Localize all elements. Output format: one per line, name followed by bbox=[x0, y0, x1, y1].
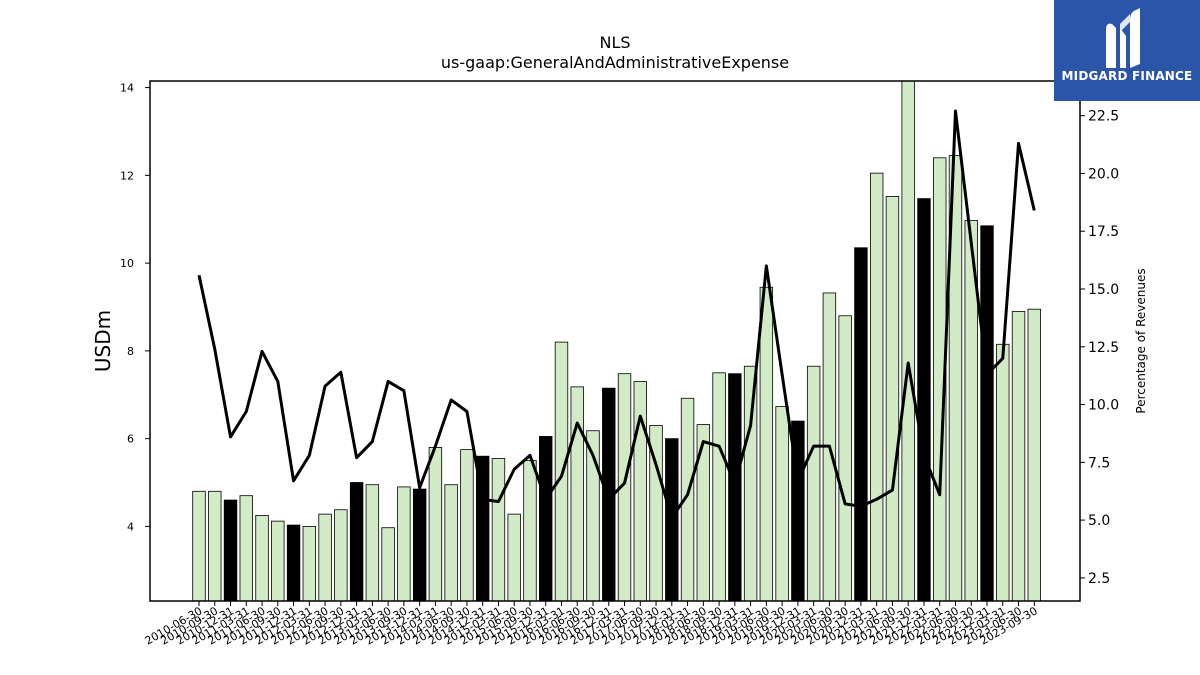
chart-subtitle: us-gaap:GeneralAndAdministrativeExpense bbox=[441, 53, 789, 72]
bar bbox=[444, 484, 458, 602]
logo-text: MIDGARD FINANCE bbox=[1061, 69, 1193, 83]
bar bbox=[759, 286, 774, 602]
y2-tick-label: 7.5 bbox=[1088, 455, 1110, 471]
midgard-m-logo-icon bbox=[1106, 8, 1140, 68]
bar-series bbox=[192, 80, 1041, 602]
bar bbox=[223, 499, 238, 602]
bar bbox=[838, 315, 852, 602]
bar bbox=[712, 372, 726, 602]
percentage-line bbox=[197, 109, 1036, 520]
bar bbox=[302, 526, 317, 602]
bar bbox=[996, 343, 1010, 602]
bar bbox=[980, 225, 994, 602]
y-tick-label: 12 bbox=[120, 169, 134, 182]
bar bbox=[1027, 308, 1041, 602]
y2-tick-label: 15.0 bbox=[1088, 282, 1119, 298]
y-axis-right: 2.5 5.0 7.5 10.0 12.5 15.0 17.5 20.0 22.5 bbox=[1080, 109, 1119, 587]
bar bbox=[507, 513, 521, 602]
bar bbox=[854, 247, 868, 602]
y2-tick-label: 17.5 bbox=[1088, 224, 1119, 240]
y-tick-label: 6 bbox=[127, 433, 134, 446]
bar bbox=[365, 484, 380, 602]
bar bbox=[349, 482, 364, 602]
bar bbox=[743, 365, 758, 602]
bar bbox=[271, 520, 285, 602]
bar bbox=[381, 527, 395, 602]
y2-tick-label: 2.5 bbox=[1088, 571, 1110, 587]
bar bbox=[806, 365, 821, 602]
bar bbox=[239, 495, 253, 602]
bar bbox=[334, 509, 348, 602]
midgard-finance-logo: MIDGARD FINANCE bbox=[1054, 0, 1200, 101]
bar bbox=[885, 196, 900, 602]
chart-title: NLS bbox=[599, 33, 630, 52]
bar bbox=[208, 490, 222, 602]
bar bbox=[901, 80, 915, 602]
y-axis-left: 4 6 8 10 12 14 bbox=[120, 82, 150, 533]
bar bbox=[1011, 310, 1026, 602]
y-tick-label: 10 bbox=[120, 257, 134, 270]
bar bbox=[570, 386, 584, 602]
bar bbox=[869, 172, 884, 602]
bar bbox=[412, 488, 427, 602]
x-axis: 2010-06-302010-09-302010-12-312011-03-31… bbox=[143, 601, 1040, 648]
y2-tick-label: 12.5 bbox=[1088, 340, 1119, 356]
y-tick-label: 8 bbox=[127, 345, 134, 358]
y2-tick-label: 22.5 bbox=[1088, 109, 1119, 125]
bar bbox=[523, 460, 537, 602]
plot-frame bbox=[149, 80, 1081, 602]
y2-tick-label: 10.0 bbox=[1088, 398, 1119, 414]
bar bbox=[917, 198, 931, 602]
bar bbox=[696, 424, 711, 602]
bar bbox=[318, 513, 332, 602]
bar bbox=[255, 515, 269, 602]
y-tick-label: 4 bbox=[127, 520, 134, 533]
bar bbox=[397, 486, 411, 602]
bar bbox=[192, 490, 206, 602]
y-tick-label: 14 bbox=[120, 82, 134, 95]
y2-tick-label: 20.0 bbox=[1088, 166, 1119, 182]
y-axis-label: USDm bbox=[91, 310, 115, 372]
bar bbox=[460, 449, 474, 602]
bar bbox=[491, 457, 506, 602]
y2-tick-label: 5.0 bbox=[1088, 513, 1110, 529]
bar bbox=[665, 438, 679, 602]
bar bbox=[728, 373, 742, 602]
y2-axis-label: Percentage of Revenues bbox=[1134, 268, 1148, 413]
bar bbox=[286, 524, 301, 602]
bar bbox=[775, 406, 789, 602]
bar bbox=[539, 436, 553, 602]
bar bbox=[633, 381, 647, 602]
bar bbox=[428, 447, 443, 602]
